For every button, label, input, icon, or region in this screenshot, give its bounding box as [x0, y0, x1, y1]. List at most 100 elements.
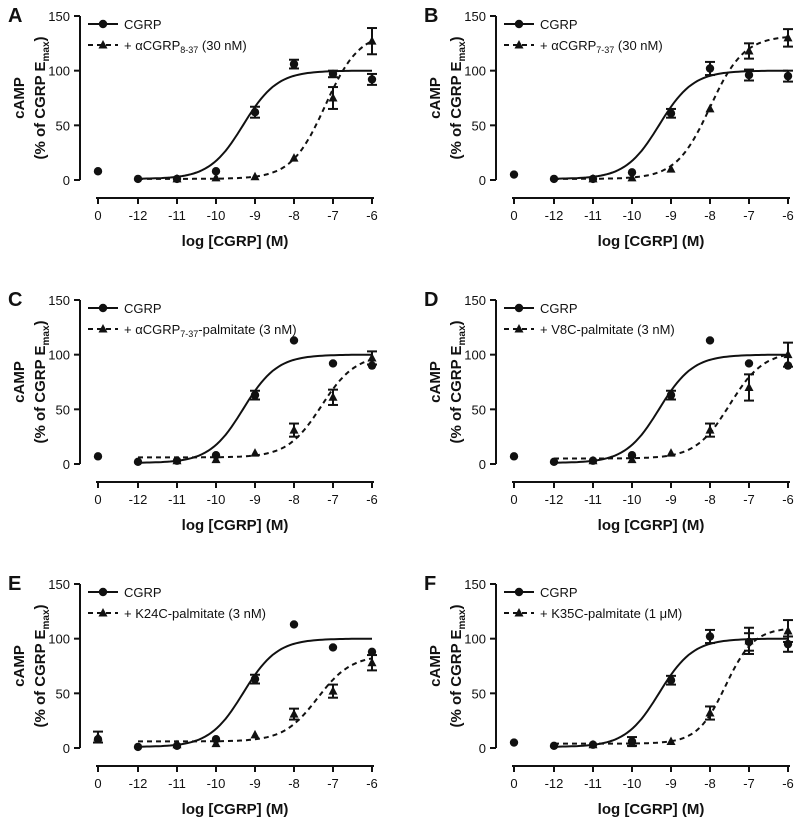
y-axis-title-sub: max [41, 609, 52, 629]
x-tick-label: -10 [207, 776, 226, 791]
legend-label: CGRP [124, 585, 162, 600]
panel-label: F [424, 573, 436, 595]
x-tick-label: -6 [782, 492, 794, 507]
data-point [328, 93, 338, 102]
data-point [172, 173, 182, 183]
y-axis-title-sub: max [457, 609, 468, 629]
data-point [509, 452, 519, 461]
legend-label: + αCGRP7-37-palmitate (3 nM) [124, 322, 297, 339]
y-axis-title-line2: (% of CGRP Emax) [448, 320, 468, 443]
y-axis-title-sub: max [41, 41, 52, 61]
x-tick-label: -10 [623, 492, 642, 507]
x-tick-label: -8 [704, 492, 716, 507]
y-axis-title-main: (% of CGRP E [32, 629, 49, 727]
x-tick-label: 0 [94, 776, 101, 791]
data-point [289, 709, 299, 718]
y-axis-title-line1: cAMP [11, 77, 28, 119]
legend-marker [514, 324, 524, 333]
x-tick-label: -12 [129, 776, 148, 791]
x-axis-title: log [CGRP] (M) [598, 517, 705, 534]
y-axis-title-line2: (% of CGRP Emax) [32, 36, 52, 159]
y-tick-label: 0 [63, 173, 70, 188]
panel-label: B [424, 5, 438, 27]
data-point [211, 172, 221, 182]
data-point [783, 71, 793, 81]
series-cgrp [93, 58, 377, 184]
data-point [666, 164, 676, 173]
y-axis-title-sub: max [41, 325, 52, 345]
data-point [666, 676, 676, 685]
fit-curve [554, 69, 788, 180]
data-point [666, 109, 676, 118]
data-point [289, 153, 299, 162]
panel-f: F 0 50 100 150 0 -12 -11 -10 -9 -8 -7 -6 log [CGRP] (… [424, 573, 794, 818]
data-point [744, 359, 754, 368]
series-cgrp [509, 628, 793, 751]
legend-label: CGRP [124, 17, 162, 32]
legend-label: + αCGRP8-37 (30 nM) [124, 38, 247, 55]
x-tick-label: -11 [168, 208, 186, 223]
fit-curve [138, 657, 373, 743]
x-tick-label: -12 [545, 492, 564, 507]
data-point [666, 448, 676, 457]
data-point [133, 457, 143, 467]
data-point [93, 167, 103, 176]
y-tick-label: 100 [48, 64, 70, 79]
x-tick-label: -8 [704, 776, 716, 791]
y-tick-label: 0 [479, 741, 486, 756]
legend-label: + αCGRP7-37 (30 nM) [540, 38, 663, 55]
data-point [133, 742, 143, 752]
y-axis-title-close: ) [32, 320, 49, 325]
data-point [744, 382, 754, 391]
data-point [509, 170, 519, 179]
legend-marker [98, 608, 108, 617]
legend-label: + K35C-palmitate (1 μM) [540, 606, 682, 621]
y-axis-title-main: (% of CGRP E [32, 61, 49, 159]
y-axis-title-line1: cAMP [11, 645, 28, 687]
panel-label: A [8, 5, 22, 27]
legend-label: CGRP [540, 585, 578, 600]
x-tick-label: -11 [584, 492, 602, 507]
panel-c: C 0 50 100 150 0 -12 -11 -10 -9 -8 -7 -6 log [CGRP] (… [8, 289, 378, 534]
y-tick-label: 50 [472, 118, 486, 133]
y-tick-label: 150 [464, 293, 486, 308]
y-tick-label: 50 [472, 402, 486, 417]
data-point [289, 59, 299, 69]
data-point [705, 64, 715, 73]
y-tick-label: 0 [479, 457, 486, 472]
x-tick-label: -6 [366, 776, 378, 791]
x-tick-label: -7 [327, 208, 339, 223]
x-tick-label: -9 [249, 208, 261, 223]
legend-label: + K24C-palmitate (3 nM) [124, 606, 266, 621]
y-axis-title-line2: (% of CGRP Emax) [448, 604, 468, 727]
data-point [744, 635, 754, 645]
data-point [367, 657, 377, 667]
panel-d: D 0 50 100 150 0 -12 -11 -10 -9 -8 -7 -6 log [CGRP] (… [424, 289, 794, 534]
y-tick-label: 150 [464, 577, 486, 592]
x-tick-label: 0 [510, 492, 517, 507]
x-tick-label: -8 [288, 208, 300, 223]
legend-marker [98, 303, 108, 313]
data-point [289, 425, 299, 434]
x-tick-label: -6 [366, 492, 378, 507]
data-point [328, 359, 338, 368]
y-axis-title-main: (% of CGRP E [448, 61, 465, 159]
x-tick-label: -6 [782, 776, 794, 791]
data-point [509, 738, 519, 747]
x-tick-label: -11 [168, 776, 186, 791]
y-tick-label: 150 [48, 9, 70, 24]
fit-curve [554, 628, 789, 745]
x-axis-title: log [CGRP] (M) [182, 801, 289, 818]
y-axis-title-main: (% of CGRP E [448, 629, 465, 727]
data-point [744, 45, 754, 55]
panel-a: A 0 50 100 150 0 -12 -11 -10 -9 -8 -7 -6 log [CGRP] (… [8, 5, 378, 250]
y-axis-title-close: ) [448, 36, 465, 41]
y-tick-label: 50 [56, 686, 70, 701]
data-point [93, 732, 103, 741]
y-tick-label: 100 [48, 632, 70, 647]
data-point [172, 455, 182, 465]
x-tick-label: -10 [207, 208, 226, 223]
y-tick-label: 0 [63, 741, 70, 756]
data-point [666, 736, 676, 745]
data-point [705, 632, 715, 641]
